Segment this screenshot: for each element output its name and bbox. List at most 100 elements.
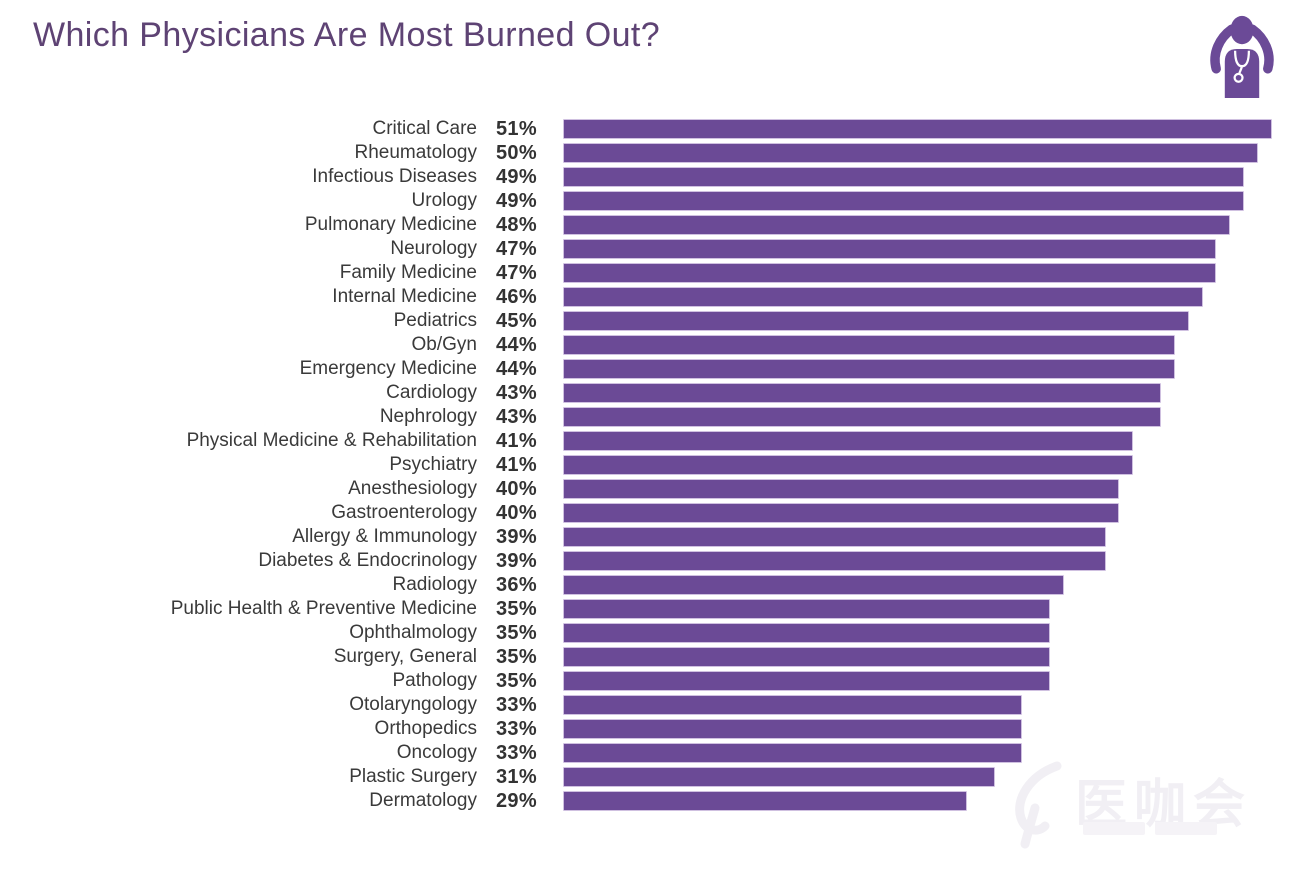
- bar-track: [563, 215, 1290, 236]
- bar-track: [563, 527, 1290, 548]
- page-title: Which Physicians Are Most Burned Out?: [33, 16, 661, 54]
- value-label: 36%: [496, 573, 537, 596]
- chart-row: Oncology 33%: [0, 741, 1290, 765]
- bar-track: [563, 455, 1290, 476]
- bar: [563, 143, 1258, 163]
- specialty-label: Urology: [411, 190, 477, 211]
- specialty-label: Ob/Gyn: [411, 334, 477, 355]
- specialty-label: Neurology: [390, 238, 477, 259]
- bar-track: [563, 287, 1290, 308]
- value-label: 44%: [496, 357, 537, 380]
- value-label: 43%: [496, 381, 537, 404]
- bar-track: [563, 551, 1290, 572]
- value-label: 41%: [496, 429, 537, 452]
- specialty-label: Diabetes & Endocrinology: [258, 550, 477, 571]
- value-label: 39%: [496, 525, 537, 548]
- bar: [563, 215, 1231, 235]
- chart-row: Ophthalmology 35%: [0, 621, 1290, 645]
- value-label: 44%: [496, 333, 537, 356]
- bar-track: [563, 143, 1290, 164]
- value-label: 35%: [496, 669, 537, 692]
- specialty-label: Gastroenterology: [331, 502, 477, 523]
- specialty-label: Ophthalmology: [349, 622, 477, 643]
- specialty-label: Allergy & Immunology: [292, 526, 477, 547]
- bar: [563, 719, 1023, 739]
- chart-row: Gastroenterology 40%: [0, 501, 1290, 525]
- bar-track: [563, 191, 1290, 212]
- bar: [563, 527, 1106, 547]
- chart-row: Surgery, General 35%: [0, 645, 1290, 669]
- value-label: 43%: [496, 405, 537, 428]
- bar: [563, 455, 1134, 475]
- bar: [563, 791, 967, 811]
- bar-track: [563, 335, 1290, 356]
- specialty-label: Plastic Surgery: [349, 766, 477, 787]
- specialty-label: Nephrology: [379, 406, 477, 427]
- value-label: 46%: [496, 285, 537, 308]
- chart-row: Urology 49%: [0, 189, 1290, 213]
- chart-row: Infectious Diseases 49%: [0, 165, 1290, 189]
- chart-row: Public Health & Preventive Medicine 35%: [0, 597, 1290, 621]
- chart-row: Dermatology 29%: [0, 789, 1290, 813]
- bar-track: [563, 407, 1290, 428]
- bar-track: [563, 311, 1290, 332]
- bar: [563, 599, 1051, 619]
- value-label: 33%: [496, 717, 537, 740]
- specialty-label: Pulmonary Medicine: [304, 214, 477, 235]
- bar: [563, 575, 1064, 595]
- specialty-label: Psychiatry: [389, 454, 477, 475]
- bar: [563, 167, 1245, 187]
- bar: [563, 743, 1023, 763]
- bar: [563, 671, 1051, 691]
- value-label: 31%: [496, 765, 537, 788]
- bar-track: [563, 359, 1290, 380]
- stethoscope-icon: [1233, 50, 1250, 83]
- bar: [563, 383, 1161, 403]
- bar-track: [563, 791, 1290, 812]
- burnout-bar-chart: Critical Care 51% Rheumatology 50% Infectiou…: [0, 117, 1290, 813]
- specialty-label: Infectious Diseases: [312, 166, 477, 187]
- specialty-label: Oncology: [396, 742, 477, 763]
- bar-track: [563, 719, 1290, 740]
- burned-out-physician-icon: [1203, 12, 1281, 98]
- bar-track: [563, 623, 1290, 644]
- chart-row: Emergency Medicine 44%: [0, 357, 1290, 381]
- bar: [563, 263, 1217, 283]
- bar: [563, 695, 1023, 715]
- chart-row: Family Medicine 47%: [0, 261, 1290, 285]
- watermark-subtext-blur: [1155, 822, 1217, 835]
- bar: [563, 479, 1120, 499]
- chart-row: Otolaryngology 33%: [0, 693, 1290, 717]
- chart-row: Nephrology 43%: [0, 405, 1290, 429]
- chart-row: Pediatrics 45%: [0, 309, 1290, 333]
- bar-track: [563, 119, 1290, 140]
- chart-row: Internal Medicine 46%: [0, 285, 1290, 309]
- specialty-label: Otolaryngology: [349, 694, 477, 715]
- bar: [563, 551, 1106, 571]
- bar: [563, 311, 1189, 331]
- specialty-label: Radiology: [392, 574, 478, 595]
- value-label: 39%: [496, 549, 537, 572]
- bar: [563, 191, 1245, 211]
- value-label: 40%: [496, 501, 537, 524]
- value-label: 35%: [496, 621, 537, 644]
- bar-track: [563, 503, 1290, 524]
- bar: [563, 431, 1134, 451]
- chart-row: Pulmonary Medicine 48%: [0, 213, 1290, 237]
- bar-track: [563, 575, 1290, 596]
- specialty-label: Pediatrics: [393, 310, 477, 331]
- specialty-label: Emergency Medicine: [299, 358, 477, 379]
- value-label: 51%: [496, 117, 537, 140]
- chart-row: Psychiatry 41%: [0, 453, 1290, 477]
- value-label: 49%: [496, 189, 537, 212]
- value-label: 47%: [496, 237, 537, 260]
- specialty-label: Family Medicine: [339, 262, 477, 283]
- bar-track: [563, 479, 1290, 500]
- specialty-label: Physical Medicine & Rehabilitation: [186, 430, 477, 451]
- value-label: 29%: [496, 789, 537, 812]
- bar-track: [563, 743, 1290, 764]
- bar: [563, 287, 1203, 307]
- bar: [563, 407, 1161, 427]
- bar-track: [563, 431, 1290, 452]
